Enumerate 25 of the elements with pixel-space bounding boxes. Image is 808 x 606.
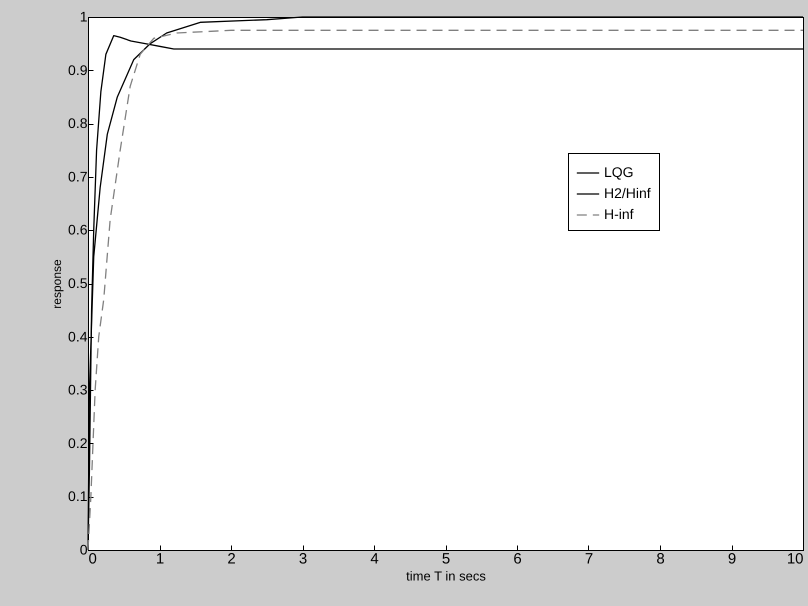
y-tick-label: 1 xyxy=(80,8,88,24)
y-axis-title: response xyxy=(50,258,64,309)
x-axis-title: time T in secs xyxy=(406,568,486,584)
x-tick-label: 9 xyxy=(728,550,736,568)
y-tick-label: 0.8 xyxy=(68,115,88,132)
x-tick-label: 6 xyxy=(513,550,522,568)
y-tick-label: 0.4 xyxy=(68,328,88,344)
x-tick-label: 1 xyxy=(156,550,164,568)
y-tick-label: 0.6 xyxy=(68,222,88,238)
x-tick-label: 5 xyxy=(442,550,450,568)
y-tick-label: 0.3 xyxy=(68,382,88,398)
x-tick-label: 4 xyxy=(370,550,379,568)
legend-label: H2/Hinf xyxy=(604,185,651,201)
x-tick-label: 8 xyxy=(656,550,665,568)
y-tick-label: 0.5 xyxy=(68,275,88,291)
y-tick-label: 0.9 xyxy=(68,62,88,78)
x-tick-label: 2 xyxy=(227,550,236,568)
y-tick-label: 0.7 xyxy=(68,168,88,184)
x-tick-label: 10 xyxy=(786,550,804,568)
legend-label: LQG xyxy=(604,164,634,180)
x-tick-label: 7 xyxy=(584,550,594,568)
y-tick-label: 0.1 xyxy=(68,488,88,504)
legend-label: H-inf xyxy=(604,206,634,222)
y-tick-label: 0.2 xyxy=(68,434,88,451)
x-tick-label: 3 xyxy=(298,550,308,568)
